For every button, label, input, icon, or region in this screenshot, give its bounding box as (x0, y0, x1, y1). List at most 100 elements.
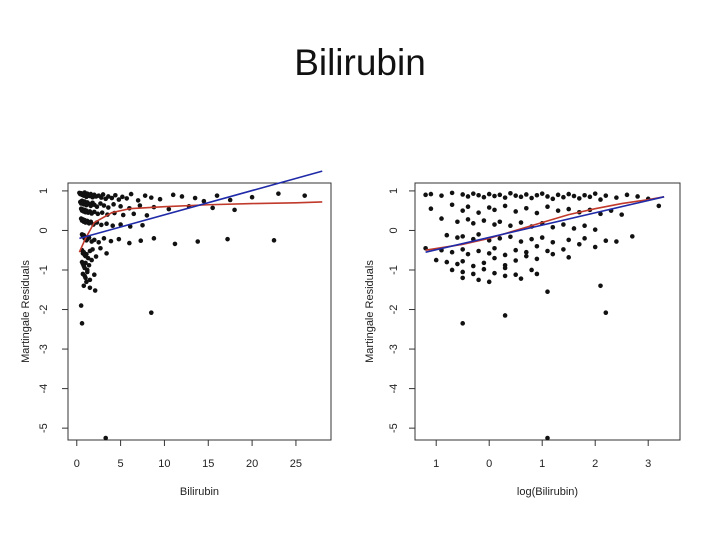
data-point (502, 203, 508, 209)
plot-frame (67, 182, 332, 441)
data-point (577, 241, 582, 247)
x-axis-title: log(Bilirubin) (517, 486, 578, 498)
data-point (455, 219, 460, 225)
data-point (497, 236, 503, 241)
data-point (192, 195, 198, 201)
data-point (138, 238, 144, 244)
data-point (113, 192, 118, 198)
y-tick-label: 0 (388, 227, 400, 233)
data-point (497, 219, 503, 225)
data-point (439, 193, 444, 198)
data-point (518, 276, 524, 281)
data-point (508, 234, 513, 240)
data-point (455, 235, 460, 240)
data-point (587, 194, 593, 200)
data-point (110, 223, 116, 229)
data-point (95, 211, 101, 217)
data-point (87, 277, 93, 283)
data-point (481, 194, 487, 200)
data-point (83, 275, 88, 281)
data-point (513, 193, 518, 198)
data-point (465, 251, 471, 257)
data-point (276, 191, 281, 196)
data-point (137, 203, 143, 208)
data-point (555, 208, 561, 213)
data-point (148, 195, 154, 200)
x-tick-label: 3 (645, 458, 651, 470)
data-point (170, 192, 176, 198)
data-point (603, 238, 609, 244)
data-point (87, 285, 93, 291)
data-point (166, 206, 172, 212)
data-point (144, 213, 150, 218)
data-point (89, 257, 94, 263)
x-tick-label: 0 (74, 458, 80, 470)
data-point (545, 204, 550, 210)
data-point (92, 237, 97, 243)
data-point (508, 223, 513, 229)
data-point (428, 191, 434, 197)
data-point (502, 195, 508, 200)
data-point (492, 193, 497, 199)
data-point (566, 206, 571, 212)
data-point (227, 197, 233, 203)
linear-fit-line (79, 170, 323, 240)
data-point (481, 218, 487, 223)
data-point (476, 192, 481, 198)
data-point (131, 211, 137, 217)
data-point (476, 210, 481, 215)
y-tick-label: -4 (388, 384, 400, 394)
data-point (460, 208, 466, 213)
data-point (106, 194, 111, 199)
data-point (492, 222, 497, 227)
data-point (449, 267, 455, 273)
data-point (598, 283, 603, 289)
data-point (92, 272, 97, 278)
data-point (566, 255, 571, 260)
data-point (524, 206, 529, 211)
data-point (502, 273, 508, 279)
data-point (502, 252, 508, 258)
data-point (534, 256, 540, 262)
data-point (550, 240, 556, 245)
data-point (603, 193, 609, 198)
data-point (225, 236, 230, 242)
data-point (465, 204, 471, 210)
x-axis-title: Bilirubin (180, 486, 219, 498)
data-point (614, 195, 619, 200)
data-point (101, 203, 107, 208)
data-point (582, 192, 587, 198)
y-tick-label: -5 (388, 423, 400, 433)
data-point (529, 236, 534, 242)
data-point (118, 204, 123, 209)
y-tick-label: -2 (38, 305, 50, 315)
data-point (486, 191, 492, 197)
data-point (571, 226, 577, 231)
data-point (614, 239, 619, 244)
data-point (128, 191, 134, 197)
data-point (78, 303, 84, 308)
data-point (214, 193, 220, 198)
data-point (423, 192, 428, 198)
data-point (630, 234, 635, 239)
data-point (148, 310, 154, 315)
data-point (476, 232, 481, 237)
data-point (84, 251, 89, 257)
data-point (566, 191, 571, 197)
data-point (524, 253, 529, 259)
data-point (106, 205, 111, 210)
y-tick-label: -5 (38, 423, 50, 433)
data-point (104, 251, 109, 256)
slide-title: Bilirubin (294, 42, 426, 83)
data-point (92, 288, 98, 293)
data-point (561, 247, 566, 252)
y-tick-label: -2 (388, 305, 400, 315)
data-point (83, 260, 88, 266)
data-point (598, 197, 603, 202)
data-point (94, 204, 100, 210)
data-point (502, 265, 508, 271)
data-point (135, 198, 141, 203)
data-point (99, 222, 104, 228)
data-point (550, 251, 556, 257)
y-axis-title: Martingale Residuals (20, 260, 32, 363)
